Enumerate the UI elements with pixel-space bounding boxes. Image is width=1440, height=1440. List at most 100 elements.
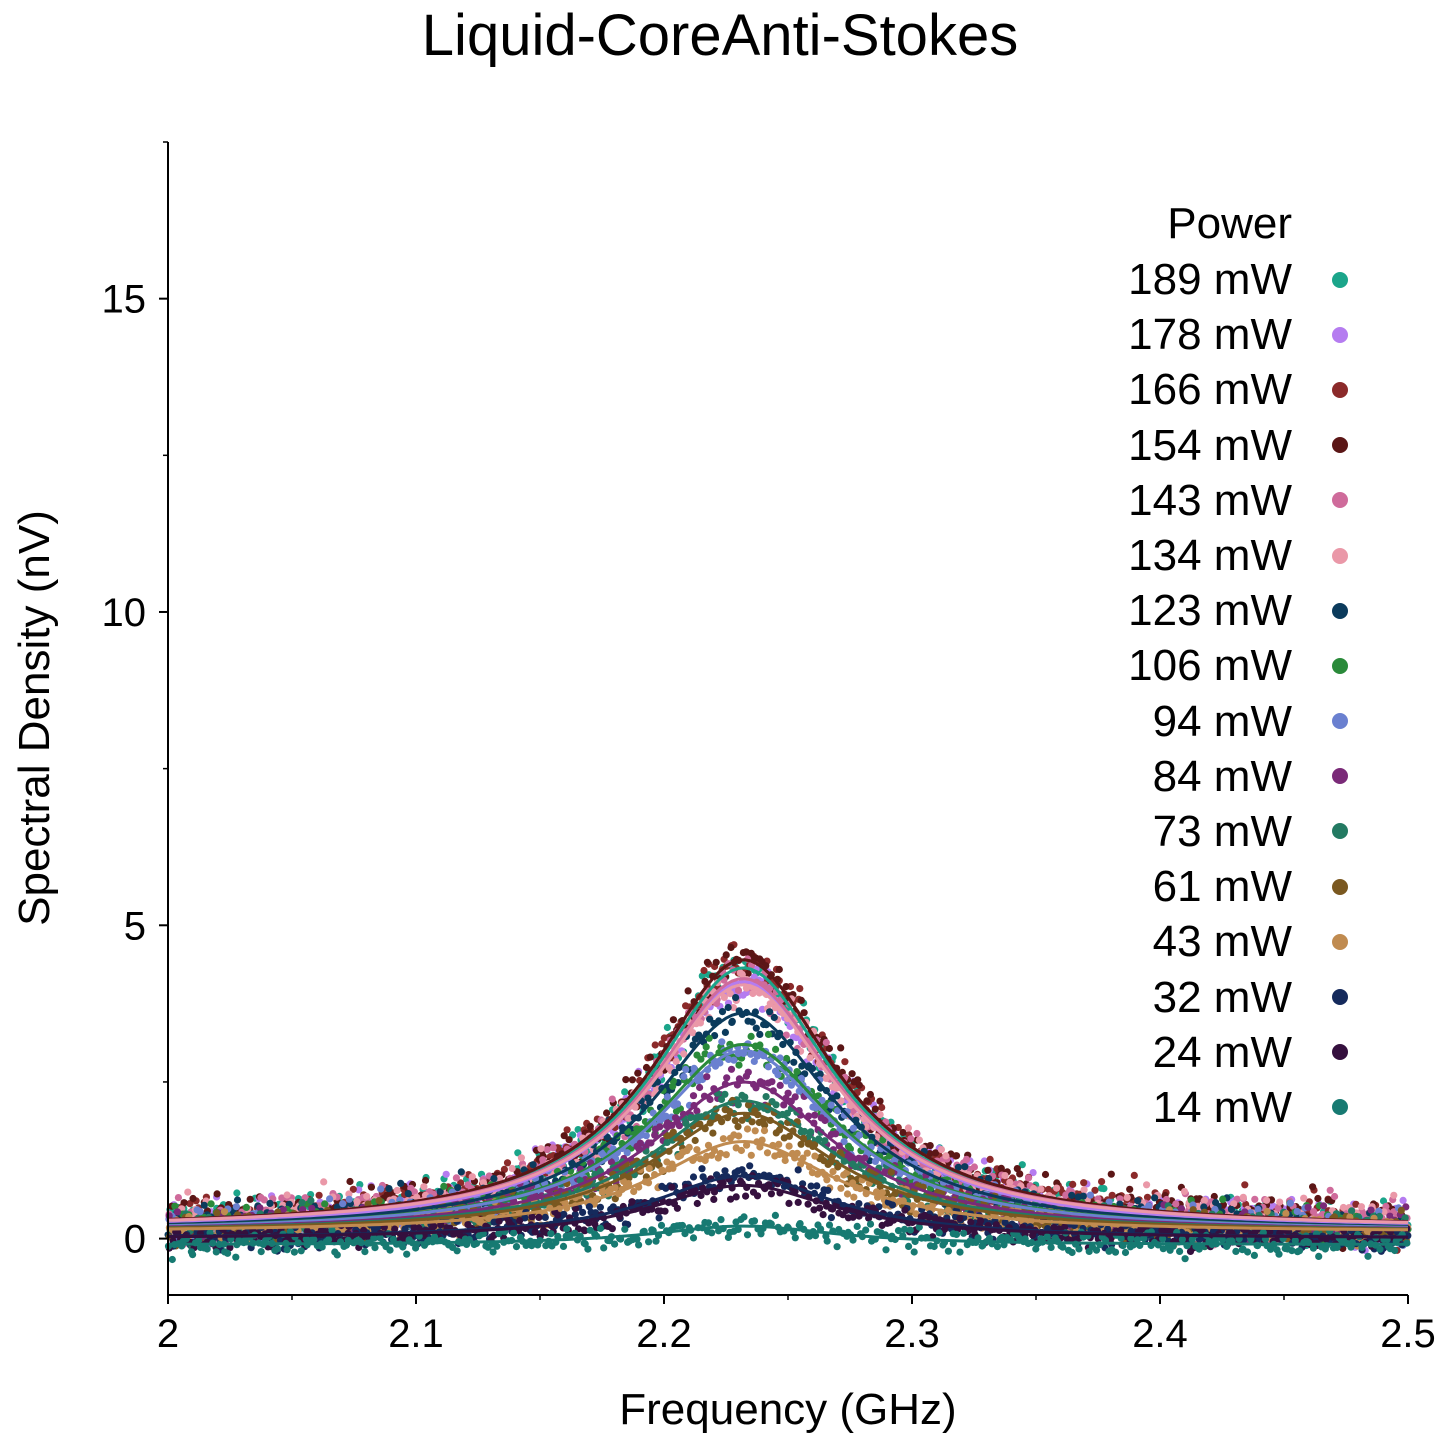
data-point: [684, 987, 692, 995]
data-point: [749, 989, 757, 998]
data-point: [646, 1053, 654, 1061]
data-point: [1108, 1191, 1116, 1199]
data-point: [832, 1130, 840, 1138]
data-point: [761, 1121, 769, 1129]
data-point: [1379, 1197, 1388, 1205]
data-point: [849, 1124, 858, 1132]
data-point: [454, 1184, 462, 1192]
data-point: [404, 1190, 412, 1198]
data-point: [718, 1008, 727, 1016]
data-point: [833, 1092, 841, 1100]
data-point: [913, 1129, 921, 1138]
data-point: [834, 1107, 842, 1115]
data-point: [457, 1168, 465, 1176]
data-point: [174, 1194, 182, 1202]
data-point: [876, 1097, 884, 1105]
data-point: [1080, 1179, 1088, 1187]
data-point: [849, 1107, 857, 1116]
data-point: [266, 1199, 274, 1207]
data-point: [622, 1076, 630, 1084]
data-point: [321, 1200, 329, 1208]
data-point: [732, 994, 740, 1002]
data-point: [768, 1078, 776, 1086]
data-point: [1331, 1192, 1339, 1201]
data-point: [213, 1209, 221, 1217]
data-point: [942, 1152, 950, 1160]
data-point: [984, 1166, 992, 1174]
data-point: [315, 1191, 323, 1199]
data-point: [642, 1132, 650, 1140]
data-point: [517, 1154, 526, 1162]
data-point: [766, 1008, 774, 1016]
data-point: [1339, 1203, 1347, 1212]
data-point: [986, 1155, 994, 1163]
data-point: [1116, 1195, 1124, 1203]
data-point: [1151, 1194, 1159, 1202]
data-point: [339, 1200, 347, 1208]
data-point: [887, 1168, 895, 1176]
data-point: [232, 1203, 240, 1211]
data-point: [863, 1097, 871, 1105]
data-point: [1086, 1191, 1094, 1199]
data-point: [1024, 1174, 1033, 1182]
data-point: [700, 966, 708, 975]
data-point: [1107, 1170, 1115, 1178]
data-point: [256, 1204, 264, 1212]
data-point: [744, 1101, 753, 1109]
data-point: [1200, 1196, 1209, 1204]
data-point: [752, 1024, 760, 1032]
data-point: [811, 1111, 819, 1119]
data-point: [775, 1126, 784, 1134]
data-point: [574, 1126, 582, 1134]
data-point: [782, 983, 790, 991]
data-point: [702, 1043, 710, 1051]
data-point: [1143, 1193, 1152, 1201]
data-point: [1300, 1194, 1308, 1202]
data-point: [837, 1044, 845, 1052]
data-point: [764, 1030, 773, 1038]
data-point: [537, 1145, 545, 1153]
data-point: [1357, 1203, 1365, 1211]
data-point: [682, 1065, 690, 1073]
data-point: [734, 1101, 742, 1109]
data-point: [731, 1117, 739, 1125]
data-point: [855, 1081, 863, 1089]
data-point: [514, 1149, 522, 1157]
data-point: [797, 1140, 805, 1148]
data-point: [468, 1173, 476, 1181]
data-point: [1367, 1206, 1375, 1214]
data-point: [196, 1208, 204, 1216]
data-point: [744, 969, 752, 978]
data-point: [1263, 1196, 1271, 1204]
data-point: [705, 1034, 713, 1042]
data-point: [171, 1202, 179, 1210]
data-point: [775, 965, 783, 974]
data-point: [607, 1158, 616, 1166]
data-point: [711, 1032, 719, 1040]
data-point: [772, 1045, 780, 1053]
data-point: [669, 1016, 678, 1024]
data-point: [782, 1031, 790, 1039]
data-point: [952, 1152, 961, 1160]
data-point: [663, 1023, 672, 1032]
data-point: [1053, 1179, 1061, 1187]
data-point: [1123, 1194, 1131, 1202]
data-point: [436, 1188, 444, 1196]
data-point: [440, 1182, 448, 1190]
data-point: [1326, 1186, 1334, 1194]
data-point: [822, 1038, 830, 1047]
data-point: [1018, 1161, 1026, 1169]
data-point: [180, 1199, 188, 1207]
data-point: [1352, 1200, 1360, 1208]
data-point: [496, 1174, 504, 1182]
data-point: [791, 1093, 799, 1101]
data-point: [717, 1095, 726, 1103]
data-point: [970, 1163, 979, 1171]
data-point: [723, 1074, 731, 1082]
data-point: [722, 951, 730, 959]
data-point: [822, 1074, 830, 1082]
data-point: [1041, 1170, 1050, 1179]
data-point: [961, 1163, 969, 1171]
data-point: [672, 1058, 680, 1066]
